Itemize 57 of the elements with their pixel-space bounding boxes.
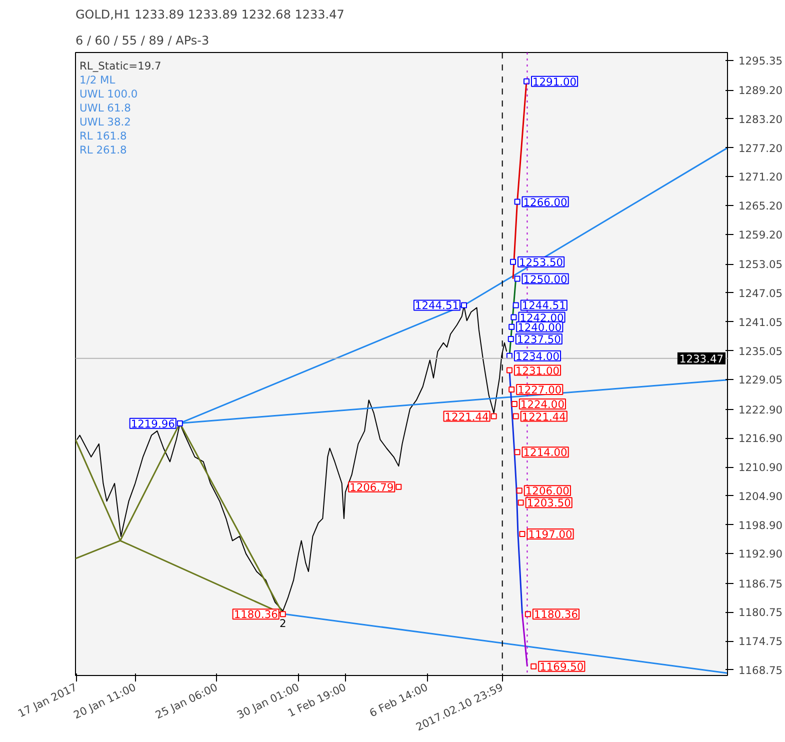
annotation: UWL 100.0 — [80, 88, 138, 100]
data-label: 1231.00 — [515, 364, 560, 378]
y-tick-label: 1289.20 — [738, 84, 783, 98]
y-tick-label: 1168.75 — [738, 664, 783, 677]
y-tick-label: 1259.20 — [738, 228, 783, 242]
data-label: 1266.00 — [523, 196, 568, 209]
data-label: 1224.00 — [520, 398, 565, 411]
y-tick-label: 1271.20 — [738, 170, 783, 184]
annotation: RL 161.8 — [80, 130, 127, 142]
annotation: 1/2 ML — [80, 74, 116, 86]
y-tick-label: 1253.05 — [738, 258, 783, 272]
data-label: 1234.00 — [515, 350, 560, 363]
y-tick-label: 1241.05 — [738, 316, 783, 329]
data-label: 1227.00 — [518, 384, 562, 397]
y-tick-label: 1198.90 — [738, 518, 783, 532]
y-tick-label: 1229.05 — [738, 374, 783, 387]
data-label: 1253.50 — [519, 256, 564, 269]
annotation: RL_Static=19.7 — [80, 60, 162, 72]
data-label: 1250.00 — [523, 272, 568, 286]
ref-line-label: 1233.47 — [679, 352, 724, 366]
data-label: 1203.50 — [526, 496, 572, 510]
y-tick-label: 1295.35 — [738, 54, 783, 68]
data-label: 1219.96 — [130, 417, 176, 430]
data-label: 1221.44 — [522, 410, 566, 424]
y-tick-label: 1204.90 — [738, 490, 783, 503]
data-label: 1242.00 — [520, 311, 564, 324]
y-tick-label: 1265.20 — [738, 200, 783, 213]
data-label: 1180.36 — [234, 608, 278, 622]
data-label: 1221.44 — [444, 410, 490, 424]
y-tick-label: 1180.75 — [738, 606, 783, 620]
data-label: 1244.51 — [522, 299, 566, 312]
y-tick-label: 1277.20 — [738, 142, 783, 155]
y-tick-label: 1210.90 — [738, 461, 783, 474]
annotation: 2 — [280, 617, 286, 630]
y-tick-label: 1247.05 — [738, 286, 783, 300]
data-label: 1197.00 — [528, 528, 573, 541]
y-tick-label: 1174.75 — [738, 635, 783, 648]
chart-title: GOLD,H1 1233.89 1233.89 1232.68 1233.47 — [76, 8, 344, 22]
data-label: 1206.00 — [525, 484, 570, 498]
y-tick-label: 1216.90 — [738, 432, 783, 446]
data-label: 1244.51 — [414, 299, 460, 312]
data-label: 1214.00 — [523, 446, 568, 460]
data-label: 1169.50 — [540, 660, 584, 674]
data-label: 1291.00 — [532, 75, 577, 88]
y-tick-label: 1235.05 — [738, 344, 783, 358]
annotation: UWL 61.8 — [80, 102, 132, 114]
y-tick-label: 1283.20 — [738, 112, 783, 126]
data-label: 1237.50 — [516, 332, 562, 346]
chart-subtitle: 6 / 60 / 55 / 89 / APs-3 — [76, 34, 210, 48]
data-label: 1240.00 — [518, 320, 562, 334]
y-tick-label: 1222.90 — [738, 403, 783, 416]
y-tick-label: 1186.75 — [738, 577, 783, 590]
annotation: UWL 38.2 — [80, 116, 131, 128]
y-tick-label: 1192.90 — [738, 548, 783, 561]
annotation: RL 261.8 — [80, 144, 127, 156]
data-label: 1180.36 — [534, 608, 578, 622]
data-label: 1206.79 — [350, 480, 394, 494]
